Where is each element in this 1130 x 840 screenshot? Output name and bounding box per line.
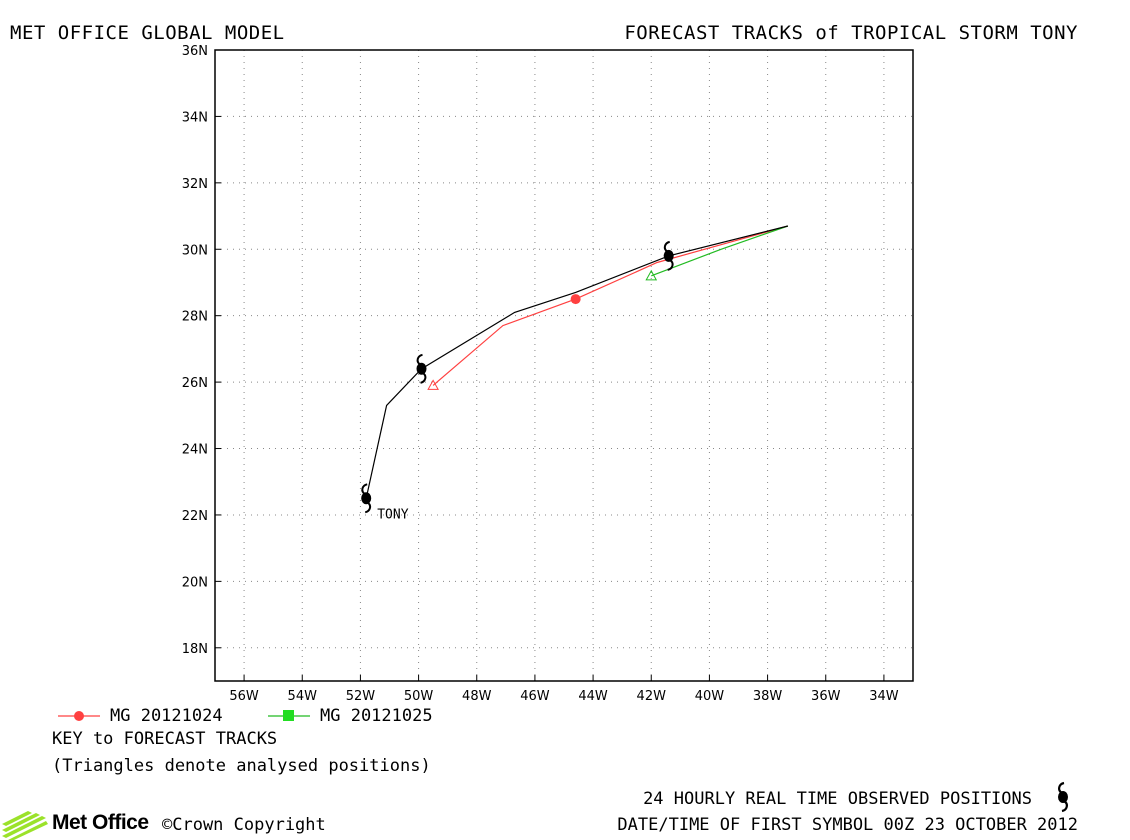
forecast-track-1: [432, 225, 789, 386]
key-note: (Triangles denote analysed positions): [52, 756, 431, 776]
lon-tick-label: 34W: [869, 689, 899, 700]
lon-tick-label: 50W: [404, 689, 434, 700]
met-office-logo: Met Office ©Crown Copyright: [0, 808, 400, 840]
observed-position-symbols: TONY: [361, 240, 674, 522]
lon-tick-label: 36W: [811, 689, 841, 700]
lat-tick-label: 34N: [182, 110, 208, 125]
map-title: FORECAST TRACKS of TROPICAL STORM TONY: [624, 22, 1078, 44]
lon-tick-label: 46W: [520, 689, 550, 700]
lon-tick-label: 48W: [462, 689, 492, 700]
tropical-storm-symbol: [663, 240, 674, 271]
legend-label: MG 20121024: [110, 706, 223, 726]
lat-tick-label: 24N: [182, 443, 208, 458]
lon-tick-label: 44W: [578, 689, 608, 700]
track-map: 18N 20N 22N 24N 26N 28N 30N 32N 34N 36N 56W 54W 52W 5…: [182, 44, 914, 700]
map-frame: [214, 49, 914, 682]
lat-tick-label: 18N: [182, 642, 208, 657]
forecast-position-marker: [570, 294, 581, 305]
lon-tick-label: 56W: [229, 689, 259, 700]
lon-tick-label: 40W: [695, 689, 725, 700]
lat-tick-label: 32N: [182, 177, 208, 192]
tropical-storm-icon: [1058, 781, 1068, 813]
lon-tick-label: 52W: [346, 689, 376, 700]
green-square-line-icon: [268, 710, 310, 721]
first-symbol-date-note: DATE/TIME OF FIRST SYMBOL 00Z 23 OCTOBER…: [617, 815, 1078, 835]
lat-tick-label: 28N: [182, 310, 208, 325]
lat-tick-label: 26N: [182, 376, 208, 391]
left-title: MET OFFICE GLOBAL MODEL: [10, 22, 285, 44]
graticule-grid: [215, 49, 913, 681]
key-heading: KEY to FORECAST TRACKS: [52, 729, 278, 749]
legend-item-mg-20121025: MG 20121025: [266, 706, 466, 728]
logo-wordmark: Met Office: [52, 811, 149, 834]
tropical-storm-symbol: [416, 353, 427, 384]
copyright-notice: ©Crown Copyright: [162, 815, 326, 835]
met-office-stripes-icon: [2, 811, 48, 840]
observed-positions-note: 24 HOURLY REAL TIME OBSERVED POSITIONS: [643, 789, 1032, 809]
lat-tick-label: 22N: [182, 509, 208, 524]
lat-tick-label: 36N: [182, 44, 208, 59]
axis-ticks: 18N 20N 22N 24N 26N 28N 30N 32N 34N 36N 56W 54W 52W 5…: [182, 44, 899, 700]
forecast-track-2: [651, 225, 789, 277]
analysed-position-triangle: [645, 269, 658, 281]
storm-tracks: [365, 225, 789, 499]
lat-tick-label: 30N: [182, 243, 208, 258]
legend-item-mg-20121024: MG 20121024: [56, 706, 256, 728]
lon-tick-label: 54W: [288, 689, 318, 700]
red-circle-line-icon: [58, 711, 100, 721]
analysed-position-triangle: [427, 379, 439, 390]
storm-name-label: TONY: [377, 507, 408, 522]
lon-tick-label: 42W: [637, 689, 667, 700]
lat-tick-label: 20N: [182, 575, 208, 590]
legend-label: MG 20121025: [320, 706, 433, 726]
lon-tick-label: 38W: [753, 689, 783, 700]
observed-track: [365, 225, 789, 499]
tropical-storm-symbol: [361, 483, 372, 514]
